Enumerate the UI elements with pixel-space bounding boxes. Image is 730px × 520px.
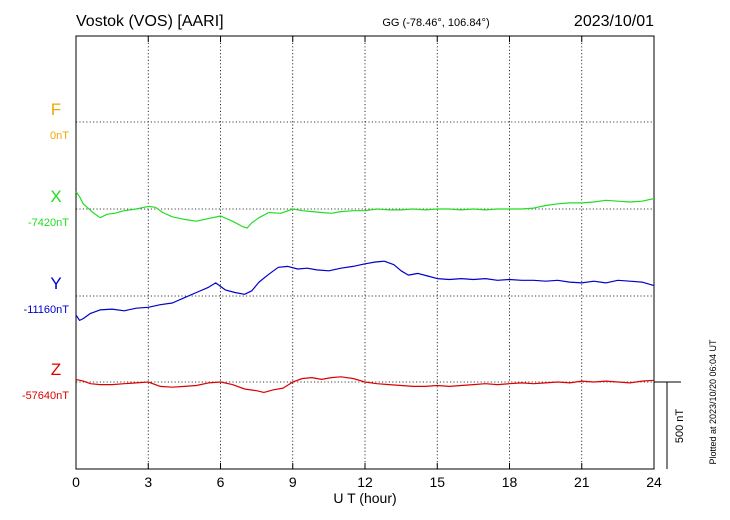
scale-bar-label: 500 nT [674, 409, 686, 444]
plotted-timestamp: Plotted at 2023/10/20 06:04 UT [708, 339, 718, 465]
x-axis-label: U T (hour) [333, 490, 396, 506]
coordinates-label: GG (-78.46°, 106.84°) [382, 17, 489, 29]
series-x-name: X [50, 187, 61, 206]
series-f-name: F [51, 100, 61, 119]
x-tick-label: 9 [289, 474, 297, 490]
x-tick-label: 12 [357, 474, 373, 490]
series-labels: F 0nT X -7420nT Y -11160nT Z -57640nT [22, 100, 69, 402]
grid [147, 36, 583, 469]
x-tick-label: 24 [646, 474, 662, 490]
scale-bar: 500 nT [654, 381, 686, 469]
x-tick-label: 3 [144, 474, 152, 490]
series-z-line [75, 376, 655, 393]
series-x-baseline-label: -7420nT [28, 217, 69, 229]
series-y-line [75, 260, 655, 321]
x-tick-label: 0 [72, 474, 80, 490]
x-axis-ticks: 0 3 6 9 12 15 18 21 24 [72, 36, 662, 490]
x-tick-label: 18 [502, 474, 518, 490]
series-y-name: Y [50, 274, 61, 293]
date-label: 2023/10/01 [574, 13, 654, 30]
x-tick-label: 6 [217, 474, 225, 490]
series-x-line [75, 191, 655, 229]
series-f-baseline-label: 0nT [50, 130, 69, 142]
series-z-baseline-label: -57640nT [22, 390, 69, 402]
series-y-baseline-label: -11160nT [24, 304, 70, 316]
x-tick-label: 15 [429, 474, 445, 490]
series-z-name: Z [51, 360, 61, 379]
station-title: Vostok (VOS) [AARI] [76, 13, 224, 30]
series-lines [75, 191, 655, 393]
x-tick-label: 21 [574, 474, 590, 490]
